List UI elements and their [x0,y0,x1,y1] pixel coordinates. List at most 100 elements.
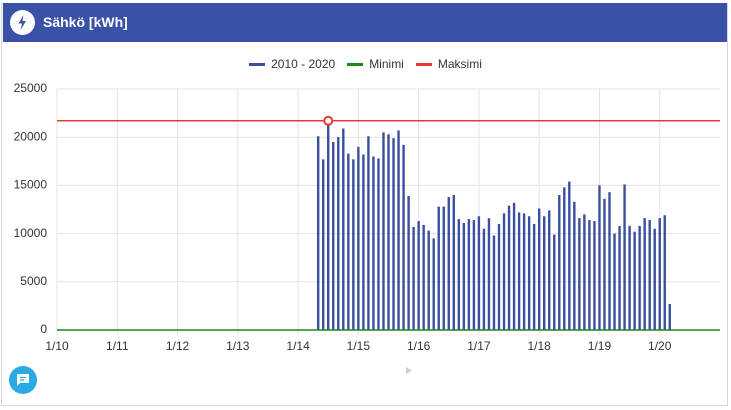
bar [553,234,556,330]
x-tick-label: 1/20 [648,339,672,353]
y-tick-label: 20000 [14,129,48,143]
widget-title: Sähkö [kWh] [43,14,128,30]
bar [377,158,380,330]
bar [417,221,420,330]
bar [407,196,410,330]
bar [507,205,511,330]
legend-swatch [347,62,364,66]
bar [548,210,551,330]
bar [502,213,506,330]
bar [482,228,486,330]
x-tick-label: 1/15 [347,339,371,353]
bar [588,220,591,330]
x-tick-label: 1/14 [286,339,310,353]
bar [447,196,450,330]
legend-swatch [415,62,432,66]
bar [618,225,621,330]
bar [452,195,455,330]
bar [527,216,531,330]
x-tick-label: 1/10 [45,339,69,353]
bar [457,219,461,330]
bar [598,185,601,330]
bar [362,154,365,330]
legend: 2010 - 2020 Minimi Maksimi [0,57,731,71]
bar [492,235,496,330]
bar [357,146,360,330]
bar [352,159,355,330]
bar [472,220,476,330]
bar [427,230,430,330]
bar [623,184,626,330]
bar [643,218,646,330]
bar [392,138,395,330]
widget-header: Sähkö [kWh] [3,3,727,42]
bar [663,215,666,330]
bar [316,136,320,330]
legend-swatch [249,62,266,66]
bar [613,233,616,330]
x-tick-label: 1/17 [467,339,491,353]
legend-item[interactable]: 2010 - 2020 [249,57,335,71]
y-tick-label: 0 [40,322,47,336]
bar [327,120,330,330]
chat-button[interactable] [9,366,37,394]
bar [668,303,671,330]
bar [568,181,571,330]
legend-label: Maksimi [437,57,482,71]
bar [487,218,491,330]
bar [628,225,631,330]
bar [532,223,536,330]
y-tick-label: 5000 [20,274,47,288]
y-tick-label: 25000 [14,81,48,95]
bar [583,214,586,330]
x-tick-label: 1/13 [226,339,250,353]
bar [402,144,405,330]
bar [467,219,471,330]
bar [342,128,345,330]
bar [412,226,415,330]
bar [347,153,350,330]
bar [367,136,370,330]
bar [337,137,340,330]
bar [522,213,526,330]
y-tick-label: 15000 [14,178,48,192]
bar [543,216,546,330]
bar [573,201,576,330]
bar [442,206,445,330]
bar [437,206,440,330]
legend-item[interactable]: Maksimi [415,57,482,71]
bar [477,216,481,330]
y-tick-label: 10000 [14,226,48,240]
bar [497,223,501,330]
bar [332,142,335,330]
scroll-arrow[interactable] [406,367,412,374]
bar [462,222,466,330]
legend-label: 2010 - 2020 [271,57,336,71]
bar [432,238,435,330]
bar [608,192,611,330]
bar [387,134,390,330]
bar [658,218,661,330]
x-tick-label: 1/19 [588,339,612,353]
bar [372,156,375,330]
bar [382,132,385,330]
bar [638,225,641,330]
bar [558,195,561,330]
bar [633,231,636,330]
x-tick-label: 1/12 [166,339,190,353]
legend-item[interactable]: Minimi [347,57,404,71]
legend-label: Minimi [369,57,404,71]
bar [593,221,596,330]
bar [397,130,400,330]
max-marker [323,115,334,126]
bar [517,212,521,330]
x-tick-label: 1/18 [528,339,552,353]
bar [603,198,606,330]
x-tick-label: 1/16 [407,339,431,353]
bar [563,187,566,330]
bar [422,224,425,330]
x-tick-label: 1/11 [106,339,129,353]
bar [653,228,656,330]
bar [578,218,581,330]
